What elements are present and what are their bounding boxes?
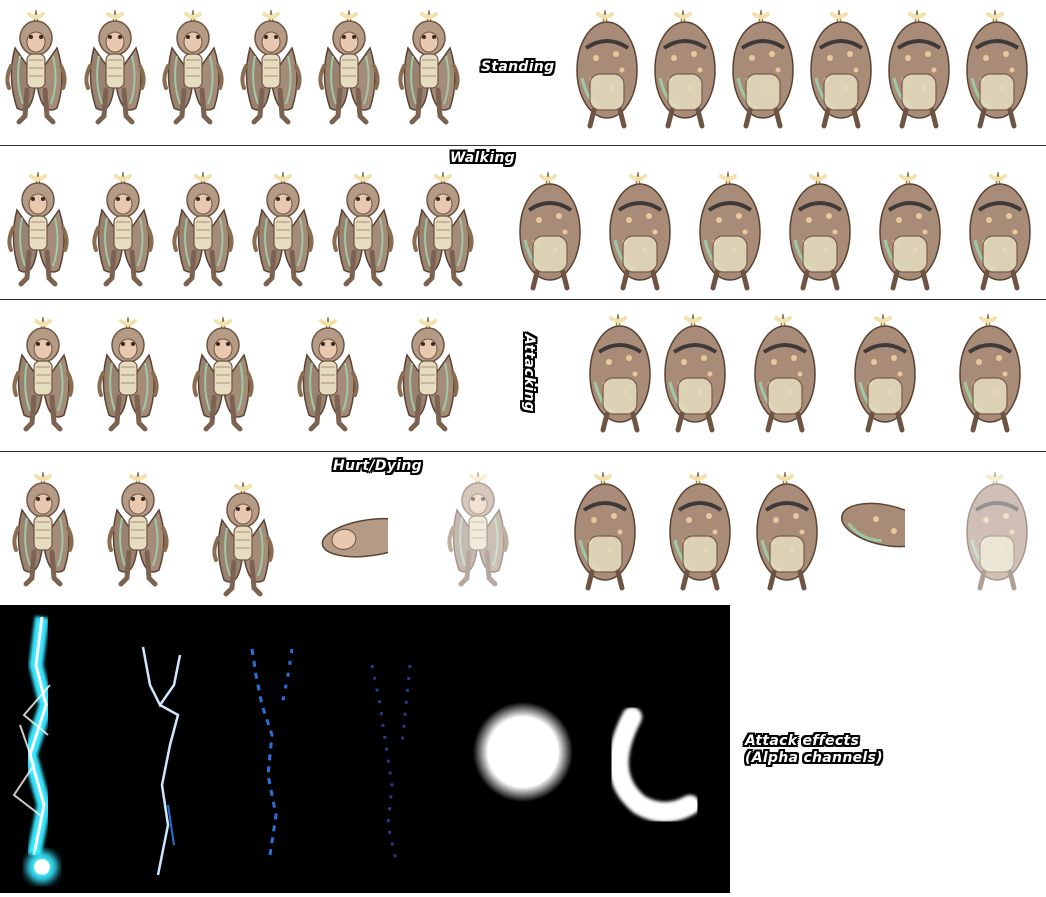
walking-back-frame: [875, 170, 945, 295]
label-attacking: Attacking: [521, 334, 537, 412]
attacking-front-frame: [10, 315, 80, 440]
label-attack-effects: Attack effects (Alpha channels): [745, 733, 883, 767]
attacking-back-frame: [750, 312, 820, 437]
attacking-back-frame: [585, 312, 655, 437]
attacking-front-frame: [95, 315, 165, 440]
standing-back-frame: [728, 8, 798, 133]
dying-back-frame: [841, 502, 905, 548]
crescent-effect: [608, 707, 700, 822]
hurt-back-frame: [665, 470, 735, 595]
fading-front-frame: [445, 470, 515, 595]
standing-back-frame: [806, 8, 876, 133]
label-standing: Standing: [481, 59, 555, 75]
attacking-front-frame: [190, 315, 260, 440]
standing-front-frame: [396, 8, 466, 133]
dying-front-frame: [321, 517, 388, 558]
walking-back-frame: [695, 170, 765, 295]
walking-front-frame: [90, 170, 160, 295]
walking-back-frame: [515, 170, 585, 295]
standing-front-frame: [316, 8, 386, 133]
effects-canvas: [12, 616, 700, 883]
attacking-back-frame: [850, 312, 920, 437]
lightning-white-effect: [141, 646, 182, 876]
standing-front-frame: [238, 8, 308, 133]
hurt-front-frame: [10, 470, 80, 595]
standing-front-frame: [160, 8, 230, 133]
walking-front-frame: [5, 170, 75, 295]
walking-back-frame: [965, 170, 1035, 295]
lightning-blue-dotted-effect: [250, 648, 294, 856]
standing-back-frame: [884, 8, 954, 133]
hurt-back-frame: [752, 470, 822, 595]
glow-orb-effect: [473, 702, 573, 802]
walking-front-frame: [410, 170, 480, 295]
hurt-back-frame: [570, 470, 640, 595]
standing-back-frame: [650, 8, 720, 133]
standing-front-frame: [3, 8, 73, 133]
walking-front-frame: [170, 170, 240, 295]
label-hurt-dying: Hurt/Dying: [333, 458, 422, 474]
standing-back-frame: [572, 8, 642, 133]
standing-back-frame: [962, 8, 1032, 133]
attack-effects-panel: [0, 605, 730, 893]
row-divider: [0, 299, 1046, 300]
label-walking: Walking: [450, 150, 515, 166]
row-divider: [0, 145, 1046, 146]
label-attack-effects-line2: (Alpha channels): [745, 750, 883, 766]
attacking-back-frame: [660, 312, 730, 437]
attacking-back-frame: [955, 312, 1025, 437]
label-attack-effects-line1: Attack effects: [745, 733, 860, 749]
walking-front-frame: [330, 170, 400, 295]
standing-front-frame: [82, 8, 152, 133]
lightning-faint-effect: [370, 664, 412, 861]
walking-back-frame: [785, 170, 855, 295]
row-divider: [0, 451, 1046, 452]
lightning-cyan-effect: [12, 616, 58, 883]
walking-front-frame: [250, 170, 320, 295]
fading-back-frame: [962, 470, 1032, 595]
hurt-front-frame: [105, 470, 175, 595]
attacking-front-frame: [295, 315, 365, 440]
attacking-front-frame: [395, 315, 465, 440]
walking-back-frame: [605, 170, 675, 295]
hurt-front-frame: [210, 480, 280, 605]
